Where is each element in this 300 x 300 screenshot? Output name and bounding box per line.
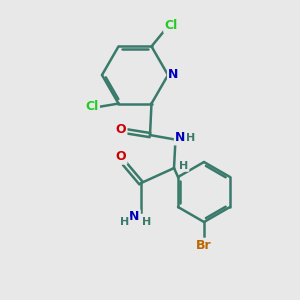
Text: H: H	[120, 217, 129, 227]
Text: O: O	[116, 151, 126, 164]
Text: N: N	[129, 211, 140, 224]
Text: N: N	[168, 68, 178, 82]
Text: Cl: Cl	[85, 100, 99, 113]
Text: H: H	[179, 161, 188, 171]
Text: H: H	[142, 217, 151, 227]
Text: H: H	[186, 133, 195, 143]
Text: N: N	[175, 131, 185, 144]
Text: Cl: Cl	[164, 19, 178, 32]
Text: O: O	[116, 124, 126, 136]
Text: Br: Br	[196, 239, 212, 252]
